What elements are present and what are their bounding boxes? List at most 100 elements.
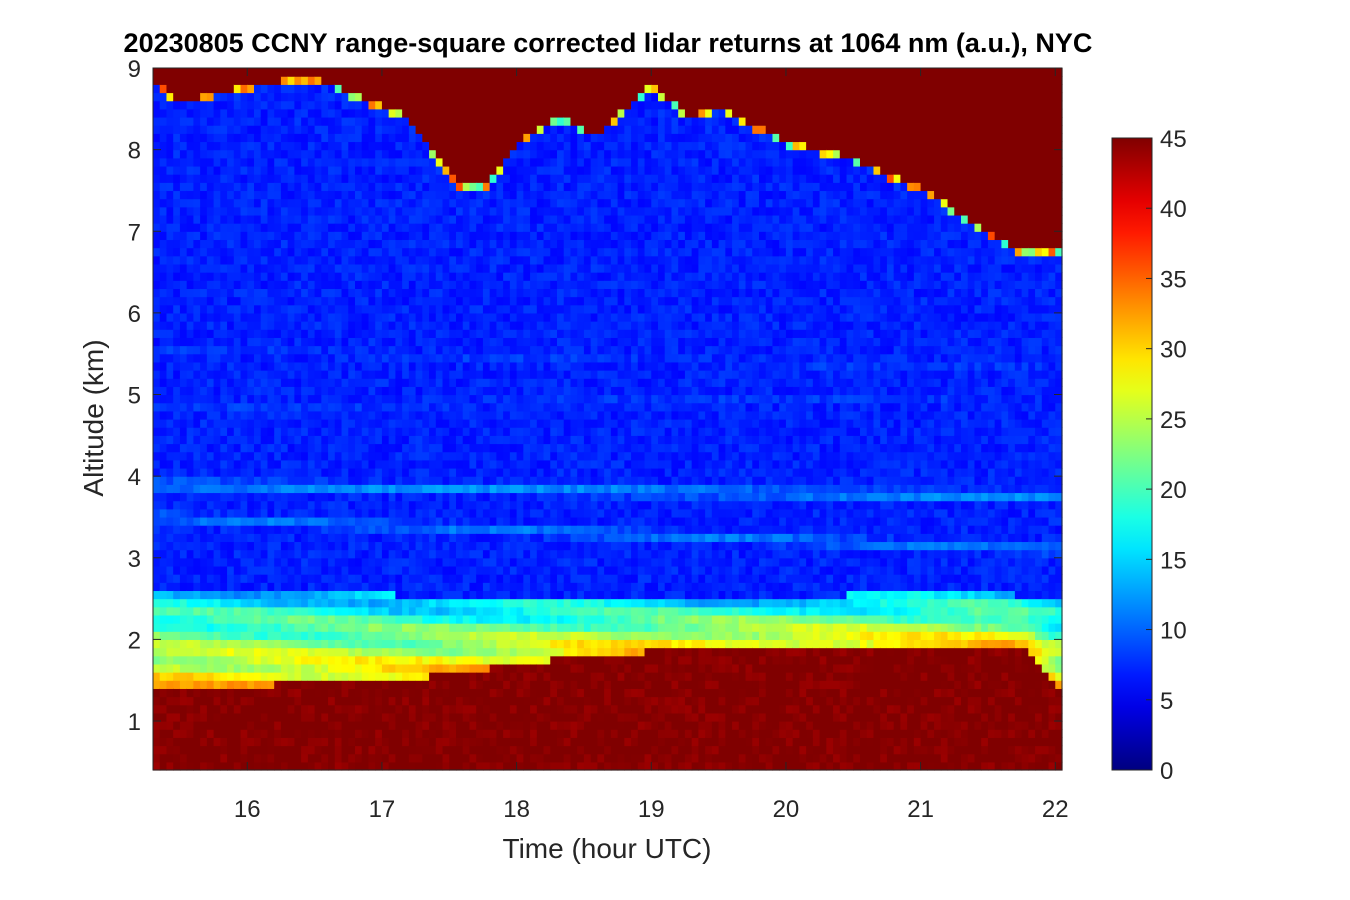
heatmap-cell [193, 729, 201, 738]
heatmap-cell [415, 623, 423, 632]
heatmap-cell [489, 516, 497, 526]
heatmap-cell [179, 712, 188, 722]
heatmap-cell [294, 541, 302, 551]
heatmap-cell [456, 663, 464, 673]
heatmap-cell [280, 427, 289, 436]
heatmap-cell [462, 516, 471, 526]
heatmap-cell [429, 353, 437, 363]
heatmap-cell [381, 623, 390, 632]
heatmap-cell [429, 557, 437, 567]
heatmap-cell [274, 165, 282, 175]
heatmap-cell [206, 680, 215, 689]
heatmap-cell [307, 484, 316, 494]
heatmap-cell [294, 647, 302, 657]
heatmap-cell [523, 214, 531, 224]
heatmap-cell [254, 435, 262, 445]
heatmap-cell [408, 304, 417, 314]
heatmap-cell [179, 410, 188, 420]
heatmap-cell [247, 639, 255, 649]
heatmap-cell [449, 590, 457, 600]
heatmap-cell [516, 443, 524, 453]
heatmap-cell [328, 737, 336, 747]
heatmap-cell [200, 459, 208, 469]
heatmap-cell [449, 296, 457, 306]
heatmap-cell [179, 378, 188, 387]
heatmap-cell [301, 427, 309, 436]
heatmap-cell [402, 214, 410, 224]
heatmap-cell [462, 272, 471, 281]
heatmap-cell [254, 190, 262, 200]
heatmap-cell [449, 125, 457, 134]
heatmap-cell [348, 370, 356, 379]
heatmap-cell [254, 378, 262, 387]
heatmap-cell [530, 214, 538, 224]
heatmap-cell [287, 500, 295, 510]
heatmap-cell [449, 663, 457, 673]
heatmap-cell [321, 321, 329, 330]
heatmap-cell [469, 337, 477, 347]
heatmap-cell [408, 141, 417, 151]
heatmap-cell [469, 590, 477, 600]
heatmap-cell [449, 419, 457, 428]
heatmap-cell [341, 100, 349, 110]
heatmap-cell [429, 451, 437, 461]
heatmap-cell [294, 312, 302, 322]
heatmap-cell [429, 680, 437, 689]
heatmap-cell [233, 174, 242, 183]
heatmap-cell [240, 386, 248, 396]
heatmap-cell [287, 337, 295, 347]
heatmap-cell [469, 68, 477, 77]
heatmap-cell [334, 704, 343, 714]
heatmap-cell [442, 329, 450, 338]
heatmap-cell [328, 672, 336, 681]
heatmap-cell [294, 582, 302, 592]
heatmap-cell [415, 721, 423, 730]
heatmap-cell [341, 125, 349, 134]
heatmap-cell [294, 427, 302, 436]
heatmap-cell [355, 84, 363, 94]
heatmap-cell [482, 721, 491, 730]
heatmap-cell [227, 451, 235, 461]
heatmap-cell [206, 598, 215, 608]
heatmap-cell [301, 419, 309, 428]
heatmap-cell [260, 696, 269, 706]
heatmap-cell [294, 361, 302, 371]
heatmap-cell [361, 688, 370, 698]
heatmap-cell [220, 582, 228, 592]
heatmap-cell [489, 329, 497, 338]
heatmap-cell [388, 639, 396, 649]
heatmap-cell [449, 655, 457, 665]
heatmap-cell [381, 394, 390, 404]
heatmap-cell [301, 255, 309, 265]
heatmap-cell [462, 737, 471, 747]
heatmap-cell [536, 223, 545, 232]
heatmap-cell [159, 345, 168, 355]
heatmap-cell [328, 533, 336, 543]
heatmap-cell [220, 263, 228, 273]
heatmap-cell [274, 345, 282, 355]
heatmap-cell [375, 500, 383, 510]
heatmap-cell [348, 68, 356, 77]
heatmap-cell [482, 663, 491, 673]
heatmap-cell [509, 190, 518, 200]
heatmap-cell [287, 304, 295, 314]
heatmap-cell [361, 655, 370, 665]
heatmap-cell [274, 329, 282, 338]
heatmap-cell [476, 76, 484, 85]
heatmap-cell [274, 312, 282, 322]
heatmap-cell [429, 476, 437, 485]
heatmap-cell [280, 639, 289, 649]
heatmap-cell [449, 598, 457, 608]
heatmap-cell [159, 402, 168, 412]
heatmap-cell [166, 614, 174, 624]
heatmap-cell [186, 639, 194, 649]
heatmap-cell [240, 92, 248, 102]
heatmap-cell [476, 582, 484, 592]
heatmap-cell [435, 753, 444, 763]
heatmap-cell [449, 312, 457, 322]
heatmap-cell [314, 402, 322, 412]
heatmap-cell [530, 508, 538, 518]
heatmap-cell [530, 614, 538, 624]
heatmap-cell [429, 435, 437, 445]
heatmap-cell [173, 745, 181, 755]
